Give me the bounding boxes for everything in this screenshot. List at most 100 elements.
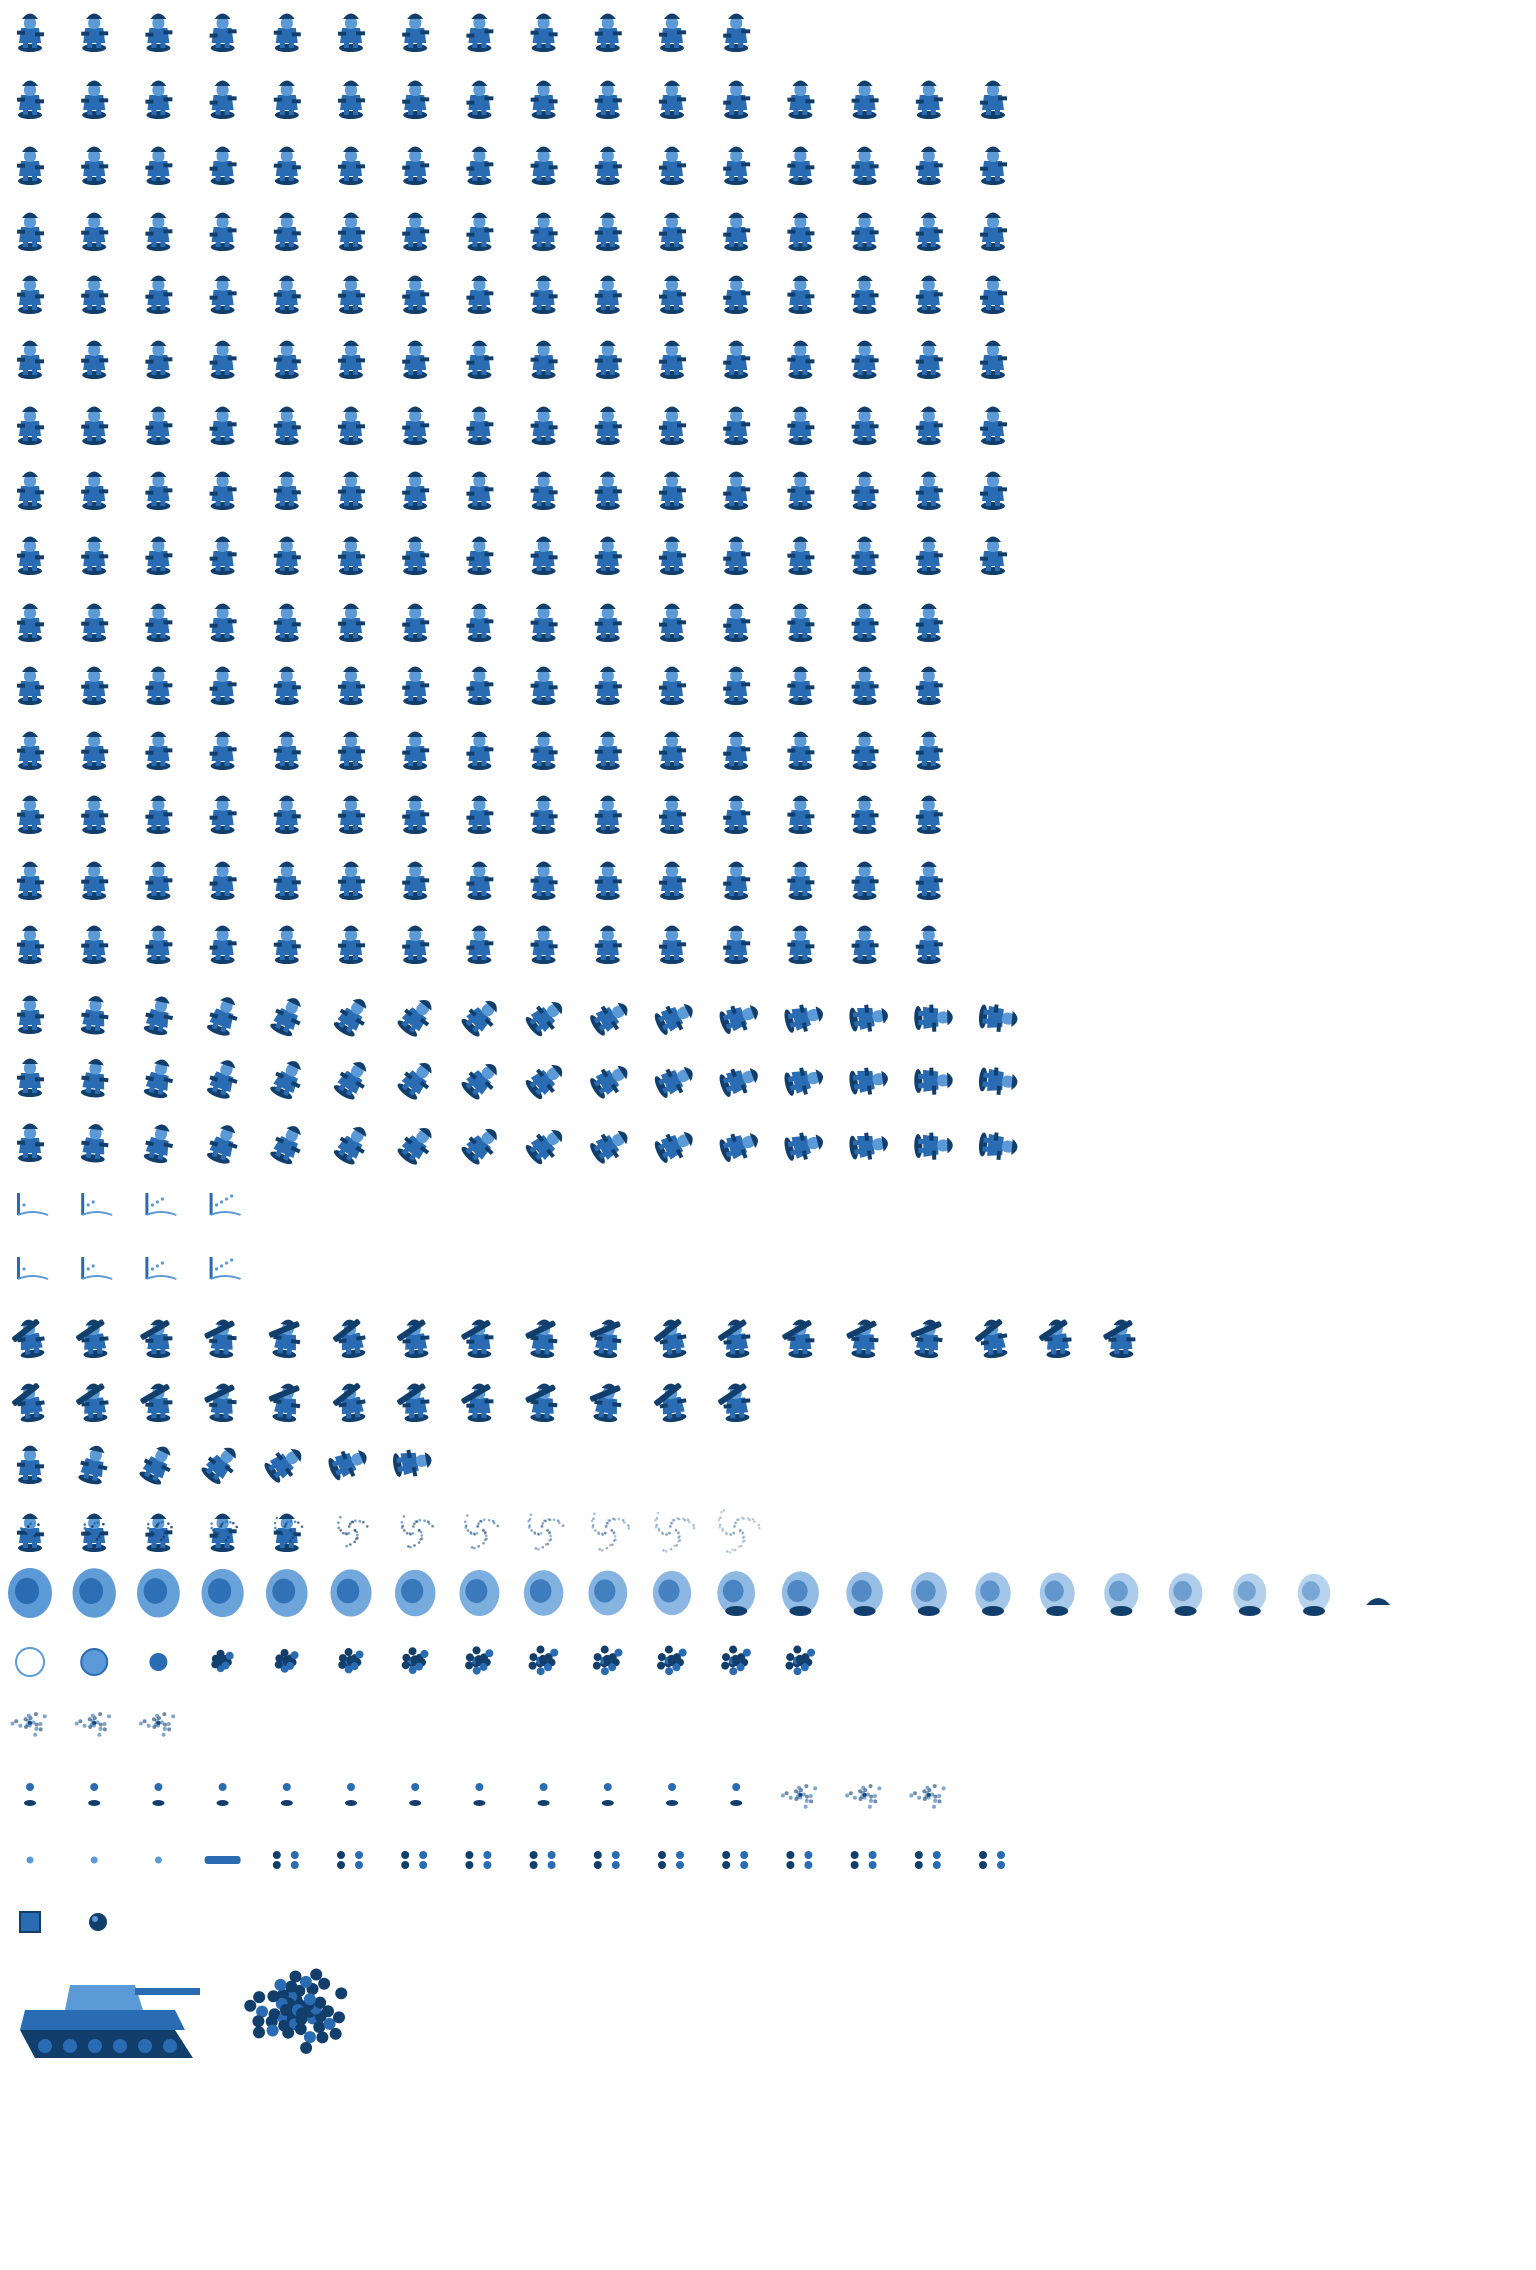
explosion-icon — [588, 1570, 628, 1616]
soldier-sprite-icon — [273, 340, 301, 379]
grenade-icon — [24, 1783, 36, 1806]
soldier-sprite-icon — [466, 603, 494, 642]
soldier-sprite-icon — [17, 340, 44, 379]
soldier-sprite-icon — [402, 603, 430, 642]
soldier-sprite-icon — [145, 471, 173, 510]
soldier-sprite-icon — [594, 795, 622, 834]
tank-icon — [244, 1968, 348, 2054]
fireball-icon — [401, 1647, 429, 1674]
soldier-sprite-icon — [466, 471, 494, 510]
soldier-sprite-icon — [338, 471, 365, 510]
soldier-sprite-icon — [338, 340, 365, 379]
soldier-sprite-icon — [851, 212, 879, 251]
explosion-icon — [459, 1570, 500, 1616]
soldier-sprite-icon — [17, 13, 44, 52]
disintegrate-icon — [145, 1513, 173, 1552]
tank-row — [20, 1968, 348, 2058]
soldier-sprite-icon — [81, 406, 109, 445]
soldier-sprite-icon — [659, 603, 686, 642]
falling-soldier-icon — [461, 1129, 497, 1165]
soldier-sprite-icon — [915, 666, 943, 705]
fireball-icon — [274, 1648, 299, 1673]
soldier-sprite-icon — [787, 471, 815, 510]
soldier-sprite-icon — [980, 80, 1007, 119]
bazooka-soldier-icon — [846, 1319, 879, 1359]
soldier-sprite-icon — [787, 925, 815, 964]
soldier-sprite-icon — [915, 536, 943, 575]
bazooka-soldier-icon — [76, 1383, 109, 1423]
falling-soldier-icon — [784, 1067, 823, 1096]
grenade-icon — [88, 1783, 101, 1806]
prone-soldier-icon — [78, 1445, 108, 1485]
bazooka-soldier-icon — [718, 1383, 751, 1423]
soldier-sprite-icon — [209, 536, 237, 575]
soldier-sprite-icon — [594, 731, 622, 770]
soldier-kneel-row — [17, 406, 1007, 445]
soldier-sprite-icon — [81, 536, 109, 575]
falling-soldier-icon — [654, 1066, 693, 1098]
soldier-sprite-icon — [466, 536, 494, 575]
soldier-sprite-icon — [81, 731, 109, 770]
fireball-icon — [15, 1647, 45, 1677]
bazooka-soldier-icon — [589, 1383, 622, 1423]
explosion-icon — [717, 1571, 756, 1616]
soldier-sprite-icon — [402, 731, 430, 770]
fireball-icon — [528, 1645, 559, 1676]
soldier-sprite-icon — [530, 795, 558, 834]
soldier-sprite-icon — [530, 340, 558, 379]
bazooka-soldier-icon — [397, 1383, 430, 1423]
soldier-sprite-icon — [209, 795, 237, 834]
falling-soldier-icon — [143, 1059, 174, 1099]
soldier-sprite-icon — [338, 795, 365, 834]
prone-soldier-icon — [393, 1449, 432, 1477]
soldier-sprite-icon — [81, 471, 109, 510]
explosion-icon — [523, 1570, 564, 1616]
rocket-icon — [914, 1851, 941, 1869]
soldier-sprite-icon — [17, 731, 44, 770]
soldier-sprite-icon — [787, 146, 815, 185]
soldier-sprite-icon — [915, 603, 943, 642]
falling-soldier-icon — [397, 1063, 432, 1100]
fireball-icon — [338, 1648, 364, 1674]
soldier-sprite-icon — [723, 536, 751, 575]
rocket-icon — [465, 1851, 492, 1869]
soldier-sprite-icon — [402, 406, 430, 445]
soldier-turn-row — [17, 146, 1007, 185]
soldier-sprite-icon — [915, 212, 943, 251]
soldier-sprite-icon — [81, 666, 109, 705]
disintegrate-icon — [209, 1513, 239, 1552]
soldier-sprite-icon — [723, 212, 751, 251]
soldier-sprite-icon — [530, 925, 558, 964]
soldier-sprite-icon — [273, 731, 301, 770]
soldier-sprite-icon — [209, 925, 237, 964]
bazooka-soldier-icon — [76, 1319, 109, 1359]
soldier-sprite-icon — [915, 146, 943, 185]
soldier-sprite-icon — [851, 406, 879, 445]
falling-soldier-icon — [978, 1004, 1018, 1033]
soldier-sprite-icon — [338, 925, 365, 964]
soldier-sprite-icon — [851, 340, 879, 379]
prone-soldier-icon — [139, 1446, 171, 1485]
soldier-sprite-icon — [659, 795, 686, 834]
rocket-projectile-row — [26, 1851, 1005, 1869]
soldier-sprite-icon — [980, 340, 1007, 379]
soldier-sprite-icon — [17, 212, 44, 251]
soldier-sprite-icon — [787, 406, 815, 445]
soldier-fire-c-row — [17, 795, 943, 834]
soldier-sprite-icon — [209, 13, 237, 52]
disintegrate-icon — [463, 1514, 500, 1550]
soldier-sprite-icon — [915, 275, 943, 314]
soldier-sprite-icon — [209, 275, 237, 314]
soldier-sprite-icon — [915, 406, 943, 445]
soldier-sprite-icon — [338, 536, 365, 575]
soldier-sprite-icon — [723, 861, 751, 900]
soldier-sprite-icon — [659, 340, 686, 379]
falling-soldier-icon — [333, 1062, 367, 1100]
crate-icon — [89, 1913, 107, 1931]
soldier-sprite-icon — [273, 471, 301, 510]
soldier-sprite-icon — [787, 603, 815, 642]
soldier-disintegrate-row — [17, 1509, 761, 1554]
falling-soldier-icon — [17, 1058, 44, 1097]
soldier-sprite-icon — [81, 925, 109, 964]
soldier-sprite-icon — [273, 80, 301, 119]
